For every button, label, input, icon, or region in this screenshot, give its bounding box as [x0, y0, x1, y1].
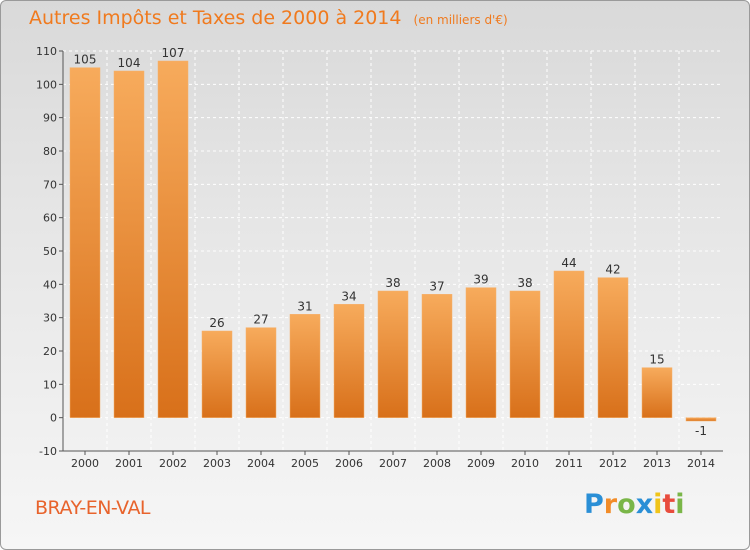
data-label: 27 — [253, 313, 268, 327]
y-tick-label: 20 — [43, 345, 57, 358]
data-label: -1 — [695, 424, 707, 438]
y-tick-label: 100 — [36, 78, 57, 91]
y-tick-label: 110 — [36, 45, 57, 58]
y-tick-label: 50 — [43, 245, 57, 258]
y-tick-label: 70 — [43, 178, 57, 191]
axes: -10 0 10 20 30 40 50 60 70 80 90 100 110 2000 2001 2002… — [36, 45, 723, 470]
bar-2002 — [157, 60, 189, 418]
bar-2010 — [509, 290, 541, 418]
x-tick-label: 2011 — [555, 457, 583, 470]
y-tick-label: 90 — [43, 112, 57, 125]
data-label: 44 — [561, 256, 576, 270]
bars — [69, 60, 717, 422]
x-tick-label: 2009 — [467, 457, 495, 470]
bar-2003 — [201, 330, 233, 418]
bar-2014 — [685, 417, 717, 422]
y-tick-label: -10 — [39, 445, 57, 458]
chart-title-text: Autres Impôts et Taxes de 2000 à 2014 — [29, 7, 402, 29]
y-tick-label: 0 — [50, 412, 57, 425]
x-tick-label: 2013 — [643, 457, 671, 470]
data-label: 39 — [473, 273, 488, 287]
y-tick-label: 60 — [43, 212, 57, 225]
x-tick-label: 2006 — [335, 457, 363, 470]
proxiti-logo[interactable]: Proxiti — [584, 489, 685, 520]
logo-letter: r — [603, 489, 618, 520]
y-tick-label: 80 — [43, 145, 57, 158]
bar-2011 — [553, 270, 585, 418]
data-label: 38 — [385, 276, 400, 290]
chart-subtitle: (en milliers d'€) — [413, 13, 508, 27]
bar-2004 — [245, 327, 277, 418]
x-tick-label: 2010 — [511, 457, 539, 470]
y-tick-label: 40 — [43, 278, 57, 291]
y-tick-label: 10 — [43, 378, 57, 391]
chart-title: Autres Impôts et Taxes de 2000 à 2014 (e… — [29, 7, 508, 29]
data-labels: 105 104 107 26 27 31 34 38 37 39 38 44 42 15 -1 — [74, 46, 707, 438]
data-label: 37 — [429, 279, 444, 293]
bar-2000 — [69, 67, 101, 418]
logo-letter: i — [653, 489, 663, 520]
bar-2009 — [465, 287, 497, 418]
logo-letter: o — [617, 489, 636, 520]
data-label: 31 — [297, 299, 312, 313]
x-tick-label: 2014 — [687, 457, 715, 470]
data-label: 38 — [517, 276, 532, 290]
data-label: 42 — [605, 263, 620, 277]
bar-2007 — [377, 290, 409, 418]
logo-letter: P — [584, 489, 604, 520]
x-tick-label: 2007 — [379, 457, 407, 470]
x-tick-label: 2012 — [599, 457, 627, 470]
x-tick-label: 2000 — [71, 457, 99, 470]
data-label: 107 — [162, 46, 185, 60]
x-tick-label: 2002 — [159, 457, 187, 470]
data-label: 26 — [209, 316, 224, 330]
logo-letter: t — [662, 489, 676, 520]
logo-letter: x — [635, 489, 654, 520]
bar-2008 — [421, 294, 453, 418]
x-tick-label: 2008 — [423, 457, 451, 470]
bar-2013 — [641, 367, 673, 418]
bar-2012 — [597, 277, 629, 418]
data-label: 105 — [74, 53, 97, 67]
data-label: 34 — [341, 289, 356, 303]
logo-letter: i — [675, 489, 685, 520]
x-tick-label: 2004 — [247, 457, 275, 470]
bar-2006 — [333, 304, 365, 418]
data-label: 104 — [118, 56, 141, 70]
town-name: BRAY-EN-VAL — [35, 497, 151, 519]
x-tick-label: 2005 — [291, 457, 319, 470]
x-tick-label: 2001 — [115, 457, 143, 470]
data-label: 15 — [649, 353, 664, 367]
y-tick-label: 30 — [43, 312, 57, 325]
x-tick-label: 2003 — [203, 457, 231, 470]
bar-2001 — [113, 70, 145, 418]
bar-2005 — [289, 314, 321, 418]
